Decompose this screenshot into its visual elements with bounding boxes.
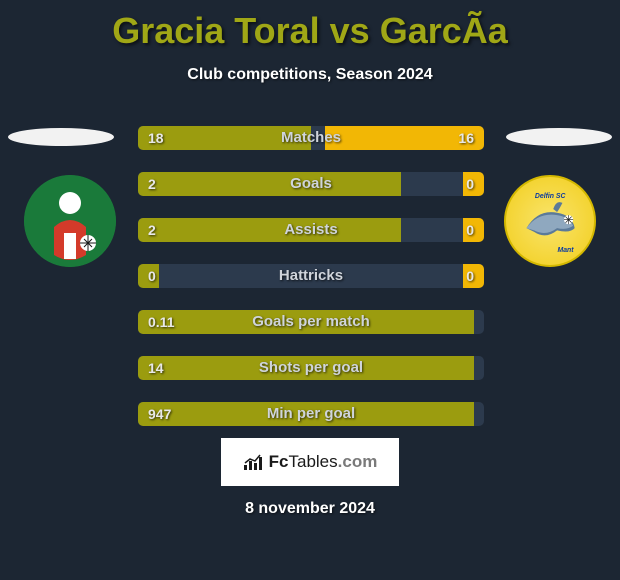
team-badge-right: Delfin SC Mant <box>504 175 596 267</box>
logo-part-fc: Fc <box>269 452 289 471</box>
bar-left-fill <box>138 218 401 242</box>
comparison-date: 8 november 2024 <box>0 500 620 518</box>
bar-left-fill <box>138 172 401 196</box>
team-badge-left <box>24 175 116 267</box>
generic-player-icon <box>24 175 116 267</box>
stat-value-left: 2 <box>148 172 156 196</box>
player-left-platform <box>8 128 114 146</box>
stat-value-left: 14 <box>148 356 164 380</box>
stat-value-left: 947 <box>148 402 171 426</box>
bar-background <box>138 264 484 288</box>
bar-left-fill <box>138 310 474 334</box>
player-right-platform <box>506 128 612 146</box>
bar-left-fill <box>138 356 474 380</box>
stat-row: Min per goal947 <box>138 402 484 426</box>
stat-value-right: 16 <box>458 126 474 150</box>
dolphin-club-icon: Delfin SC Mant <box>515 186 585 256</box>
stat-value-left: 0 <box>148 264 156 288</box>
bar-chart-icon <box>243 453 265 471</box>
stat-row: Goals20 <box>138 172 484 196</box>
stat-value-left: 18 <box>148 126 164 150</box>
fctables-logo-text: FcTables.com <box>269 452 378 472</box>
stat-value-left: 2 <box>148 218 156 242</box>
stat-row: Shots per goal14 <box>138 356 484 380</box>
comparison-title: Gracia Toral vs GarcÃa <box>0 0 620 52</box>
stat-row: Assists20 <box>138 218 484 242</box>
stat-value-right: 0 <box>466 172 474 196</box>
stat-value-right: 0 <box>466 264 474 288</box>
comparison-bars: Matches1816Goals20Assists20Hattricks00Go… <box>138 126 484 448</box>
logo-part-tables: Tables <box>289 452 338 471</box>
stat-row: Matches1816 <box>138 126 484 150</box>
stat-value-left: 0.11 <box>148 310 174 334</box>
stat-row: Goals per match0.11 <box>138 310 484 334</box>
comparison-subtitle: Club competitions, Season 2024 <box>0 66 620 84</box>
svg-text:Delfin SC: Delfin SC <box>535 193 567 200</box>
fctables-logo: FcTables.com <box>221 438 399 486</box>
svg-text:Mant: Mant <box>557 247 574 254</box>
logo-part-com: .com <box>338 452 378 471</box>
stat-value-right: 0 <box>466 218 474 242</box>
bar-left-fill <box>138 402 474 426</box>
stat-row: Hattricks00 <box>138 264 484 288</box>
